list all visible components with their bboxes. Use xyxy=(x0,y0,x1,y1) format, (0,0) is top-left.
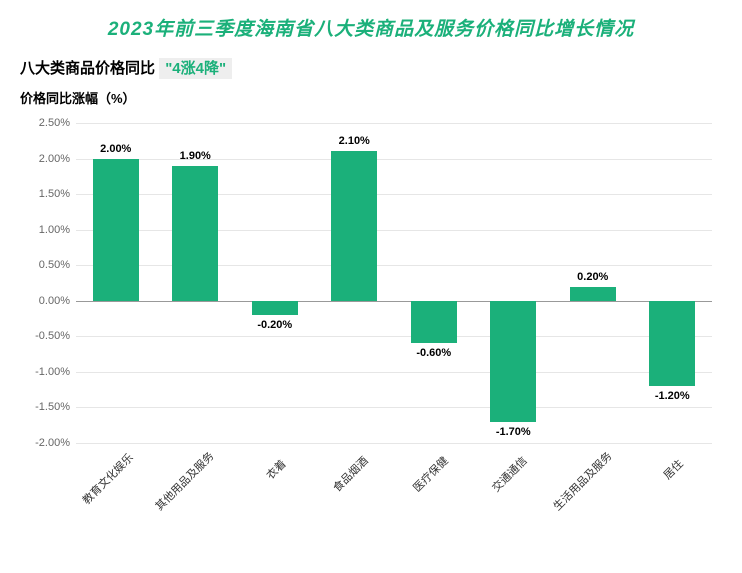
gridline xyxy=(76,123,712,124)
bar xyxy=(172,166,218,301)
y-tick-label: 1.50% xyxy=(20,188,70,200)
bar-value-label: -0.20% xyxy=(257,319,292,331)
x-tick-label: 教育文化娱乐 xyxy=(78,450,136,508)
chart-area: -2.00% -1.50% -1.00% -0.50% 0.00% 0.50% 1.00% 1… xyxy=(20,123,722,523)
bar xyxy=(490,301,536,422)
chart-container: 2023年前三季度海南省八大类商品及服务价格同比增长情况 八大类商品价格同比 "… xyxy=(0,0,742,573)
subtitle-highlight: "4涨4降" xyxy=(159,58,232,79)
y-tick-label: -1.50% xyxy=(20,401,70,413)
x-tick-label: 食品烟酒 xyxy=(329,453,371,495)
bar-value-label: -0.60% xyxy=(416,347,451,359)
x-tick-label: 生活用品及服务 xyxy=(549,448,615,514)
gridline xyxy=(76,336,712,337)
y-tick-label: 1.00% xyxy=(20,224,70,236)
gridline xyxy=(76,372,712,373)
bar xyxy=(649,301,695,386)
y-tick-label: -2.00% xyxy=(20,437,70,449)
subtitle-prefix: 八大类商品价格同比 xyxy=(20,60,155,77)
bar-value-label: 1.90% xyxy=(180,150,211,162)
x-axis-labels: 教育文化娱乐其他用品及服务衣着食品烟酒医疗保健交通通信生活用品及服务居住 xyxy=(76,453,712,523)
bar xyxy=(570,287,616,301)
plot-area: 2.00% 1.90% -0.20% 2.10% -0.60% -1.70% 0.20% -1… xyxy=(76,123,712,443)
y-axis: -2.00%-1.50%-1.00%-0.50%0.00%0.50%1.00%1… xyxy=(20,123,76,443)
y-tick-label: 2.00% xyxy=(20,153,70,165)
gridline xyxy=(76,159,712,160)
bar-value-label: -1.20% xyxy=(655,390,690,402)
x-tick-label: 居住 xyxy=(660,456,687,483)
chart-subtitle: 八大类商品价格同比 "4涨4降" xyxy=(20,57,722,78)
bar-value-label: 0.20% xyxy=(577,271,608,283)
bar xyxy=(93,159,139,301)
y-tick-label: 0.50% xyxy=(20,259,70,271)
y-tick-label: 2.50% xyxy=(20,117,70,129)
bar xyxy=(411,301,457,344)
gridline xyxy=(76,443,712,444)
x-tick-label: 医疗保健 xyxy=(409,453,451,495)
bar xyxy=(252,301,298,315)
bar-value-label: 2.00% xyxy=(100,143,131,155)
x-tick-label: 交通通信 xyxy=(488,453,530,495)
y-tick-label: 0.00% xyxy=(20,295,70,307)
bar-value-label: 2.10% xyxy=(339,135,370,147)
chart-title: 2023年前三季度海南省八大类商品及服务价格同比增长情况 xyxy=(20,14,722,41)
bar-value-label: -1.70% xyxy=(496,426,531,438)
y-tick-label: -1.00% xyxy=(20,366,70,378)
bar xyxy=(331,151,377,300)
x-tick-label: 衣着 xyxy=(262,456,289,483)
zero-line xyxy=(76,301,712,302)
gridline xyxy=(76,407,712,408)
x-tick-label: 其他用品及服务 xyxy=(152,448,218,514)
y-tick-label: -0.50% xyxy=(20,330,70,342)
y-axis-label: 价格同比涨幅（%） xyxy=(20,88,722,107)
